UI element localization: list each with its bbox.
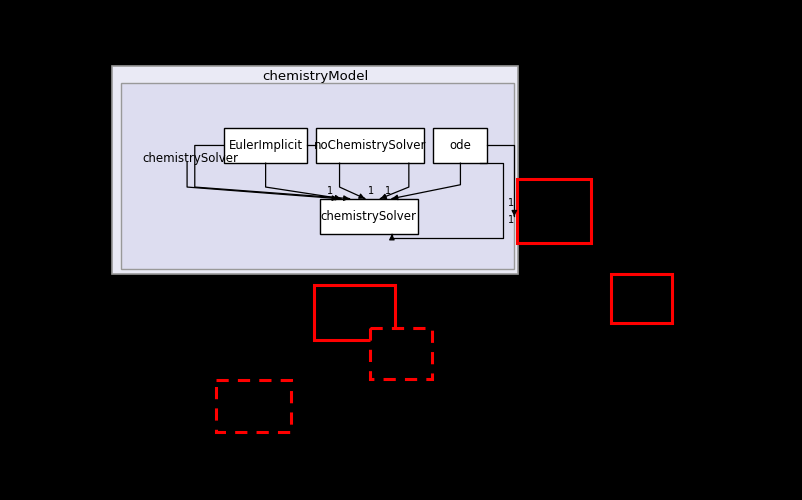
Bar (370, 328, 431, 379)
Text: chemistrySolver: chemistrySolver (321, 210, 416, 223)
Text: chemistrySolver: chemistrySolver (142, 152, 238, 165)
Bar (319, 198, 418, 234)
Text: noChemistrySolver: noChemistrySolver (314, 139, 426, 152)
Text: ode: ode (449, 139, 471, 152)
Bar (111, 66, 517, 274)
Bar (316, 128, 423, 163)
Text: chemistryModel: chemistryModel (261, 70, 367, 84)
Text: 1: 1 (384, 186, 391, 196)
Text: 1: 1 (508, 215, 513, 225)
Text: 1: 1 (367, 186, 374, 196)
Text: 1: 1 (508, 198, 513, 208)
Bar (314, 285, 395, 341)
Bar (433, 128, 487, 163)
Bar (224, 128, 307, 163)
Text: EulerImplicit: EulerImplicit (229, 139, 302, 152)
Bar (516, 178, 590, 244)
Text: 1: 1 (327, 186, 333, 196)
Bar (216, 380, 290, 432)
Bar (610, 274, 671, 324)
Bar (121, 83, 513, 270)
